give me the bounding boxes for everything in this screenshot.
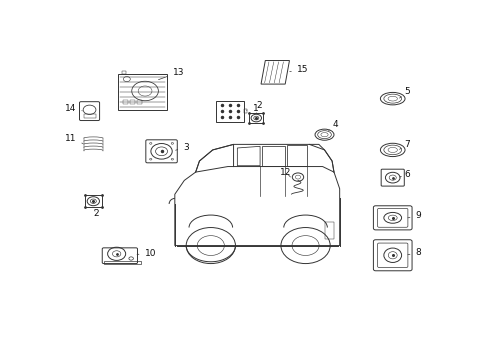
Bar — [118, 74, 167, 110]
Text: 1: 1 — [246, 104, 258, 113]
Text: 8: 8 — [407, 248, 420, 257]
Bar — [84, 195, 102, 207]
Text: 2: 2 — [256, 101, 262, 113]
Bar — [137, 100, 142, 104]
Text: 5: 5 — [399, 87, 409, 98]
Text: 4: 4 — [328, 121, 337, 131]
Text: 11: 11 — [65, 134, 83, 144]
Bar — [215, 101, 244, 122]
Bar — [324, 222, 333, 239]
Bar — [122, 100, 127, 104]
Text: 9: 9 — [407, 211, 420, 220]
Text: 13: 13 — [158, 68, 184, 80]
Bar — [122, 71, 125, 74]
Text: 3: 3 — [175, 143, 188, 152]
Text: 7: 7 — [399, 140, 409, 149]
Text: 6: 6 — [399, 170, 409, 179]
Text: 2: 2 — [93, 209, 99, 218]
Bar — [244, 109, 247, 113]
Text: 12: 12 — [280, 168, 291, 177]
Bar — [83, 114, 95, 118]
Bar — [103, 261, 141, 264]
Text: 14: 14 — [65, 104, 82, 113]
Text: 15: 15 — [289, 65, 308, 74]
Bar — [129, 100, 135, 104]
Text: 10: 10 — [137, 249, 156, 258]
Bar — [248, 113, 263, 123]
